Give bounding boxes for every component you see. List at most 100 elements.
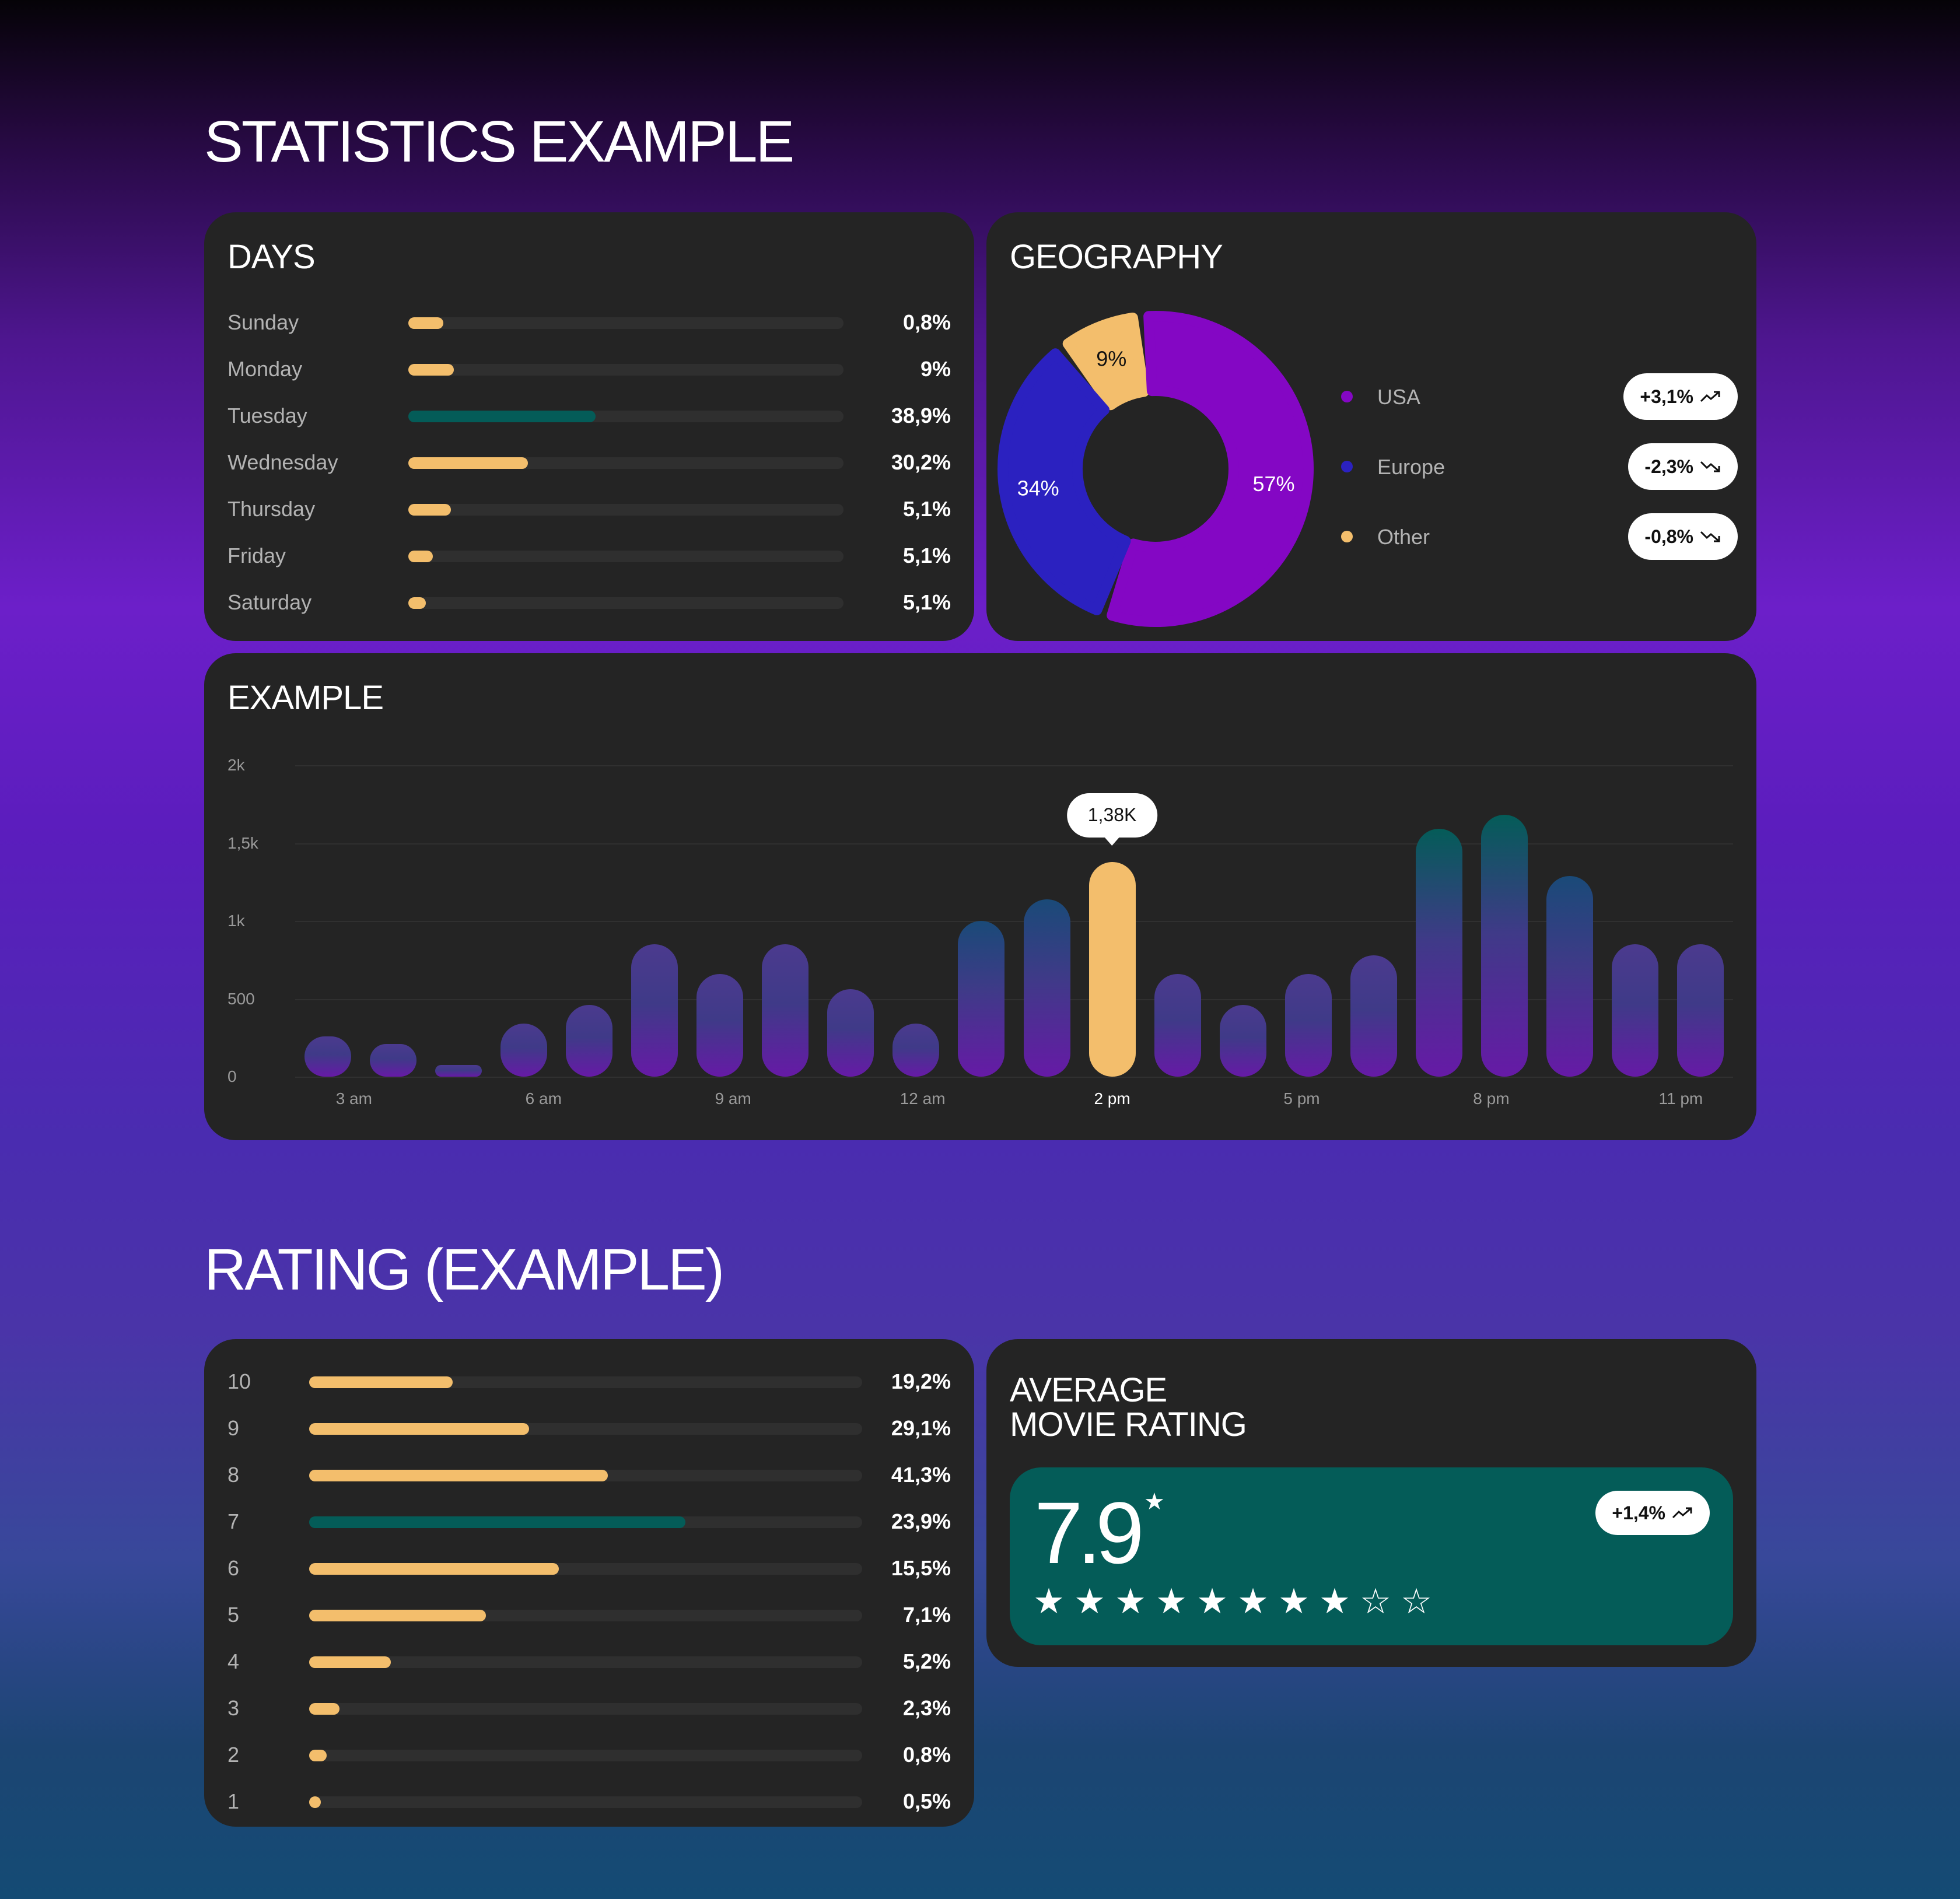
chart-bar[interactable] (1284, 973, 1332, 1077)
rating-bar-track (309, 1703, 862, 1715)
rating-bar-fill (309, 1796, 321, 1808)
rating-label: 5 (228, 1603, 240, 1627)
rating-value: 2,3% (902, 1696, 951, 1720)
chart-bar[interactable] (696, 973, 744, 1077)
rating-label: 2 (228, 1743, 240, 1767)
day-value: 5,1% (902, 590, 951, 614)
day-row: Monday 9% (228, 352, 951, 387)
rating-bar-fill (309, 1423, 530, 1435)
geography-donut-chart: 9% 57% 34% (998, 311, 1314, 627)
trend-up-icon (1672, 1507, 1692, 1519)
chart-bar[interactable] (631, 944, 678, 1077)
bar-tooltip: 1,38K (1066, 793, 1158, 846)
legend-dot (1341, 531, 1353, 542)
x-tick-label: 2 pm (1094, 1089, 1130, 1108)
star-empty-icon: ☆ (1360, 1582, 1391, 1621)
y-tick-label: 1,5k (228, 833, 258, 852)
days-card: DAYS Sunday 0,8% Monday 9% Tuesday 38,9% Wedne… (204, 212, 974, 641)
average-score: 7.9 (1034, 1484, 1144, 1582)
rating-title: RATING (EXAMPLE) (204, 1237, 724, 1302)
rating-row: 8 41,3% (228, 1458, 951, 1493)
rating-bar-track (309, 1750, 862, 1761)
average-change-value: +1,4% (1612, 1502, 1665, 1523)
star-filled-icon: ★ (1156, 1582, 1187, 1621)
chart-bar[interactable] (958, 921, 1005, 1077)
day-bar-track (408, 597, 844, 609)
chart-bar[interactable] (1154, 973, 1201, 1077)
chart-bar[interactable] (370, 1043, 417, 1077)
star-filled-icon: ★ (1033, 1582, 1065, 1621)
legend-change-badge: -0,8% (1628, 513, 1738, 560)
y-tick-label: 1k (228, 912, 245, 930)
day-label: Thursday (228, 497, 316, 521)
day-label: Friday (228, 544, 286, 567)
legend-dot (1341, 461, 1353, 472)
day-row: Saturday 5,1% (228, 586, 951, 621)
day-bar-fill (408, 411, 596, 422)
chart-bar[interactable] (1676, 944, 1724, 1077)
rating-value: 5,2% (902, 1649, 951, 1673)
chart-bar[interactable] (1023, 899, 1070, 1077)
chart-bar[interactable] (762, 944, 809, 1077)
geo-legend-item: Europe -2,3% (1341, 443, 1738, 490)
day-bar-fill (408, 364, 454, 376)
average-rating-box: 7.9 ★ +1,4% ★ ★ ★ ★ ★ ★ ★ ★ ☆ ☆ (1010, 1467, 1733, 1645)
rating-value: 15,5% (891, 1556, 951, 1580)
rating-bar-fill (309, 1656, 391, 1668)
day-row: Friday 5,1% (228, 539, 951, 574)
chart-bar[interactable] (1088, 861, 1136, 1077)
average-rating-card: AVERAGE MOVIE RATING 7.9 ★ +1,4% ★ ★ ★ ★ ★ ★ ★… (986, 1339, 1756, 1667)
chart-bar[interactable] (827, 989, 874, 1077)
donut-slice-label: 57% (1252, 472, 1294, 496)
legend-dot (1341, 391, 1353, 402)
rating-bar-fill (309, 1516, 685, 1528)
average-title: AVERAGE MOVIE RATING (1010, 1373, 1247, 1442)
chart-bar[interactable] (304, 1036, 352, 1077)
chart-bar[interactable] (1350, 955, 1397, 1077)
rating-bar-fill (309, 1470, 608, 1481)
day-label: Tuesday (228, 404, 307, 428)
day-value: 0,8% (902, 310, 951, 334)
x-tick-label: 5 pm (1283, 1089, 1320, 1108)
y-tick-label: 2k (228, 756, 245, 774)
chart-bar[interactable] (1611, 944, 1658, 1077)
day-bar-track (408, 364, 844, 376)
day-label: Sunday (228, 310, 299, 334)
statistics-title: STATISTICS EXAMPLE (204, 109, 794, 174)
star-filled-icon: ★ (1237, 1582, 1269, 1621)
rating-label: 4 (228, 1649, 240, 1673)
star-filled-icon: ★ (1115, 1582, 1146, 1621)
days-title: DAYS (228, 238, 316, 276)
donut-slice-label: 9% (1096, 347, 1126, 371)
rating-value: 23,9% (891, 1509, 951, 1533)
rating-bar-track (309, 1610, 862, 1621)
rating-value: 29,1% (891, 1416, 951, 1440)
day-value: 5,1% (902, 544, 951, 567)
rating-value: 19,2% (891, 1369, 951, 1393)
chart-bar[interactable] (892, 1024, 940, 1077)
rating-label: 10 (228, 1369, 251, 1393)
star-filled-icon: ★ (1196, 1582, 1228, 1621)
rating-bar-fill (309, 1750, 327, 1761)
chart-bar[interactable] (1546, 875, 1593, 1077)
rating-row: 7 23,9% (228, 1505, 951, 1540)
day-label: Saturday (228, 590, 312, 614)
rating-label: 1 (228, 1789, 240, 1813)
chart-bar[interactable] (501, 1024, 548, 1077)
day-row: Wednesday 30,2% (228, 446, 951, 481)
geo-legend-item: USA +3,1% (1341, 373, 1738, 420)
x-tick-label: 3 am (335, 1089, 372, 1108)
chart-bar[interactable] (1219, 1005, 1266, 1077)
trend-up-icon (1700, 391, 1720, 402)
chart-bar[interactable] (1480, 815, 1528, 1077)
geo-legend-item: Other -0,8% (1341, 513, 1738, 560)
day-label: Monday (228, 357, 303, 381)
chart-bar[interactable] (566, 1005, 613, 1077)
chart-bar[interactable] (1415, 829, 1462, 1077)
rating-bar-track (309, 1656, 862, 1668)
average-change-badge: +1,4% (1595, 1491, 1710, 1535)
chart-bar[interactable] (435, 1065, 482, 1077)
day-bar-fill (408, 457, 528, 469)
geography-card: GEOGRAPHY 9% 57% 34% USA +3,1% Europe -2,3% Ot… (986, 212, 1756, 641)
donut-slice-label: 34% (1017, 476, 1059, 500)
